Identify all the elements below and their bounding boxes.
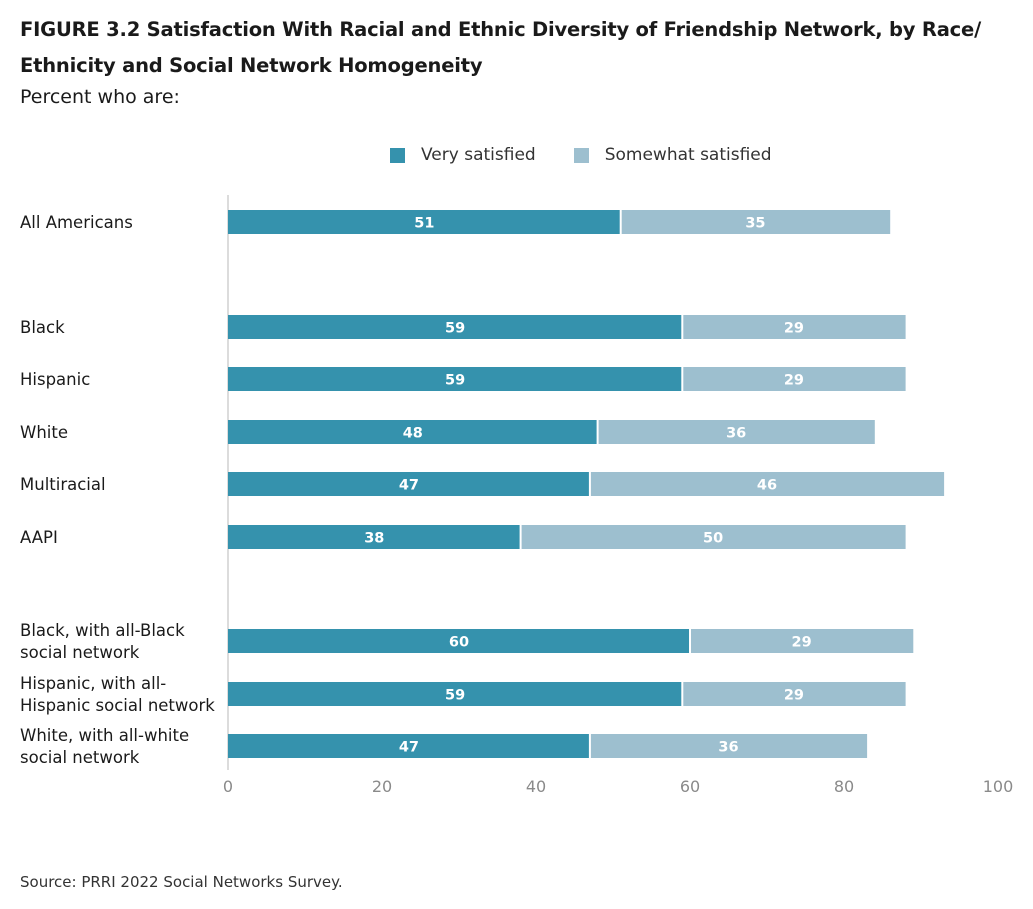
bar-somewhat-satisfied — [589, 734, 868, 758]
bar-somewhat-satisfied — [520, 525, 906, 549]
bar-somewhat-satisfied — [589, 472, 945, 496]
bar-very-satisfied — [228, 525, 521, 549]
data-label-very-satisfied: 48 — [403, 426, 423, 442]
data-label-somewhat-satisfied: 29 — [784, 321, 804, 337]
data-label-somewhat-satisfied: 36 — [726, 426, 746, 442]
data-label-very-satisfied: 59 — [445, 688, 465, 704]
chart-legend: Very satisfied Somewhat satisfied — [390, 145, 810, 165]
legend-label-very-satisfied: Very satisfied — [421, 145, 536, 165]
bar-very-satisfied — [228, 420, 598, 444]
category-label: Hispanic, with all- — [20, 674, 166, 693]
data-label-somewhat-satisfied: 50 — [703, 531, 723, 547]
data-label-very-satisfied: 59 — [445, 373, 465, 389]
data-label-very-satisfied: 47 — [399, 478, 419, 494]
source-note: Source: PRRI 2022 Social Networks Survey… — [20, 873, 343, 891]
bar-somewhat-satisfied — [682, 682, 906, 706]
x-tick-label: 80 — [834, 777, 854, 796]
bar-very-satisfied — [228, 629, 690, 653]
legend-label-somewhat-satisfied: Somewhat satisfied — [604, 145, 772, 165]
data-label-very-satisfied: 38 — [364, 531, 384, 547]
category-label: White — [20, 423, 68, 442]
bar-very-satisfied — [228, 682, 683, 706]
category-label: social network — [20, 643, 140, 662]
bar-somewhat-satisfied — [620, 210, 891, 234]
data-label-somewhat-satisfied: 29 — [792, 635, 812, 651]
legend-swatch-very-satisfied — [390, 147, 405, 163]
bar-somewhat-satisfied — [690, 629, 914, 653]
bar-very-satisfied — [228, 367, 683, 391]
category-label: Black — [20, 318, 65, 337]
chart-subtitle: Percent who are: — [20, 86, 180, 108]
legend-swatch-somewhat-satisfied — [573, 147, 589, 163]
data-label-somewhat-satisfied: 36 — [718, 740, 738, 756]
data-label-very-satisfied: 51 — [414, 216, 434, 232]
category-label: Multiracial — [20, 475, 106, 494]
data-label-somewhat-satisfied: 46 — [757, 478, 777, 494]
x-tick-label: 60 — [680, 777, 700, 796]
chart-title: FIGURE 3.2 Satisfaction With Racial and … — [20, 18, 981, 77]
data-label-very-satisfied: 47 — [399, 740, 419, 756]
x-tick-label: 20 — [372, 777, 392, 796]
legend-item-very-satisfied: Very satisfied — [390, 145, 536, 165]
category-label: Hispanic social network — [20, 696, 215, 715]
bar-somewhat-satisfied — [682, 367, 906, 391]
bar-very-satisfied — [228, 734, 590, 758]
bar-very-satisfied — [228, 472, 590, 496]
category-label: White, with all-white — [20, 726, 189, 745]
x-tick-label: 100 — [983, 777, 1014, 796]
data-label-somewhat-satisfied: 35 — [745, 216, 765, 232]
bar-very-satisfied — [228, 210, 621, 234]
category-label: AAPI — [20, 528, 58, 547]
x-tick-label: 40 — [526, 777, 546, 796]
bar-somewhat-satisfied — [682, 315, 906, 339]
legend-item-somewhat-satisfied: Somewhat satisfied — [573, 145, 772, 165]
category-label: All Americans — [20, 213, 133, 232]
bar-somewhat-satisfied — [597, 420, 875, 444]
bar-chart: All Americans 51 35 Black 59 29 Hispanic 59 29 Wh… — [20, 195, 1014, 796]
data-label-somewhat-satisfied: 29 — [784, 373, 804, 389]
data-label-somewhat-satisfied: 29 — [784, 688, 804, 704]
category-label: Hispanic — [20, 370, 90, 389]
data-label-very-satisfied: 59 — [445, 321, 465, 337]
bar-very-satisfied — [228, 315, 683, 339]
category-label: Black, with all-Black — [20, 621, 185, 640]
x-tick-label: 0 — [223, 777, 233, 796]
data-label-very-satisfied: 60 — [449, 635, 469, 651]
category-label: social network — [20, 748, 140, 767]
